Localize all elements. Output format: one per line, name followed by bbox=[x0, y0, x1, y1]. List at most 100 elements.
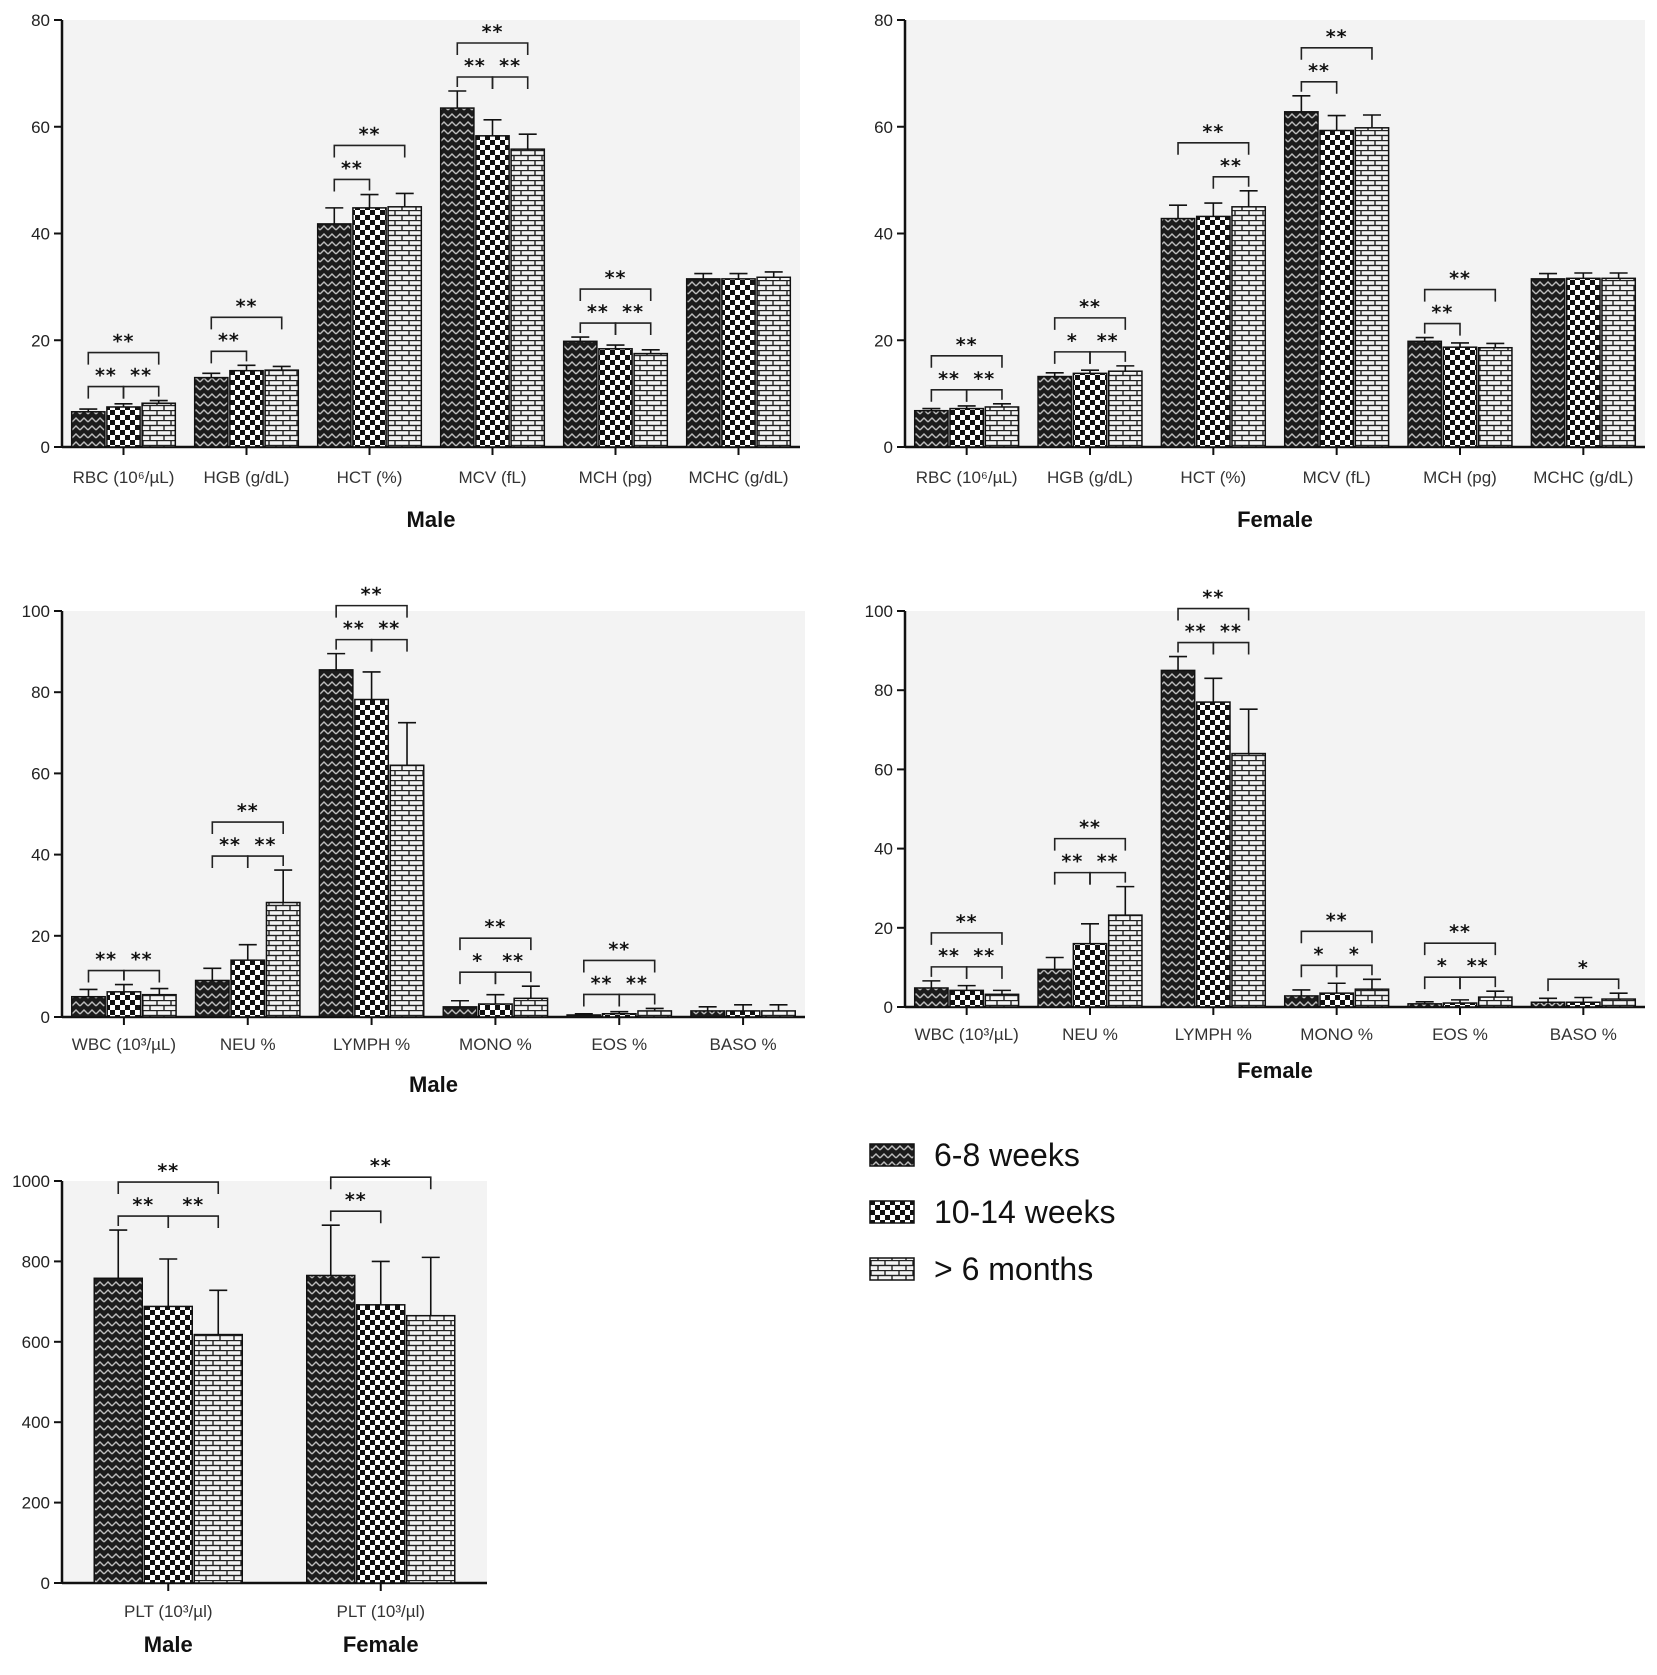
bar-3 bbox=[1601, 998, 1637, 1008]
y-tick-label: 60 bbox=[31, 764, 50, 783]
significance-label: ** bbox=[1202, 121, 1224, 143]
chart-panel-2: 0 20 40 60 80 RBC (10⁶/µL) HGB (g/dL) HCT (%) MC… bbox=[874, 11, 1645, 532]
significance-bracket bbox=[1089, 871, 1127, 885]
y-tick-label: 20 bbox=[31, 927, 50, 946]
x-tick-label: MCH (pg) bbox=[1423, 468, 1497, 487]
y-tick-label: 40 bbox=[31, 225, 50, 244]
significance-bracket bbox=[370, 638, 408, 652]
significance-bracket bbox=[335, 604, 408, 618]
significance-bracket bbox=[210, 316, 283, 330]
y-tick-label: 40 bbox=[31, 846, 50, 865]
bar-3 bbox=[1231, 752, 1267, 1008]
significance-label: ** bbox=[464, 55, 486, 77]
y-tick-label: 0 bbox=[41, 438, 50, 457]
bar-2 bbox=[475, 135, 510, 448]
significance-bracket bbox=[123, 969, 161, 983]
y-tick-label: 200 bbox=[22, 1494, 50, 1513]
bar-2 bbox=[598, 348, 633, 448]
significance-label: ** bbox=[1326, 26, 1348, 48]
bar-3 bbox=[1231, 206, 1267, 448]
y-tick-label: 100 bbox=[22, 602, 50, 621]
bar-1 bbox=[1283, 111, 1319, 448]
significance-label: ** bbox=[236, 295, 258, 317]
bar-2 bbox=[1442, 346, 1478, 448]
x-tick-label: HGB (g/dL) bbox=[204, 468, 290, 487]
y-tick-label: 1000 bbox=[12, 1172, 50, 1191]
plot-area bbox=[62, 20, 800, 447]
bar-1 bbox=[1407, 1003, 1443, 1008]
bar-3 bbox=[387, 206, 423, 448]
significance-bracket bbox=[1335, 964, 1373, 978]
significance-label: ** bbox=[1185, 621, 1207, 643]
significance-label: ** bbox=[157, 1160, 179, 1182]
x-tick-label: HCT (%) bbox=[337, 468, 403, 487]
x-tick-label: LYMPH % bbox=[1175, 1025, 1252, 1044]
y-tick-label: 20 bbox=[874, 919, 893, 938]
significance-label: ** bbox=[502, 950, 524, 972]
significance-label: ** bbox=[1308, 60, 1330, 82]
significance-label: ** bbox=[1326, 909, 1348, 931]
bar-3 bbox=[141, 993, 177, 1018]
significance-label: ** bbox=[499, 55, 521, 77]
x-tick-label: LYMPH % bbox=[333, 1035, 410, 1054]
chart-panel-3: 0 20 40 60 80 100 WBC (10³/µL) NEU % LYMPH % MONO… bbox=[22, 584, 805, 1097]
bar-2 bbox=[1072, 942, 1108, 1008]
bar-2 bbox=[949, 407, 985, 448]
significance-bracket bbox=[579, 288, 652, 302]
y-tick-label: 80 bbox=[874, 681, 893, 700]
significance-label: ** bbox=[622, 301, 644, 323]
legend: 6-8 weeks 10-14 weeks > 6 months bbox=[869, 1137, 1115, 1287]
significance-bracket bbox=[210, 350, 248, 364]
y-tick-label: 40 bbox=[874, 840, 893, 859]
bar-1 bbox=[1160, 669, 1196, 1008]
bar-3 bbox=[264, 369, 300, 448]
chart-panel-5: 0 200 400 600 800 1000 PLT (10³/µl) Male PLT (10… bbox=[12, 1155, 487, 1657]
bar-3 bbox=[513, 997, 549, 1018]
significance-label: ** bbox=[113, 331, 135, 353]
significance-bracket bbox=[211, 821, 284, 835]
bar-2 bbox=[949, 989, 985, 1008]
bar-3 bbox=[406, 1314, 456, 1584]
significance-label: ** bbox=[95, 365, 117, 387]
x-axis-title: Male bbox=[407, 507, 456, 532]
y-tick-label: 20 bbox=[31, 331, 50, 350]
x-tick-label: PLT (10³/µl) bbox=[124, 1602, 213, 1621]
significance-label: ** bbox=[359, 123, 381, 145]
significance-bracket bbox=[246, 855, 284, 869]
significance-label: ** bbox=[1079, 296, 1101, 318]
bar-2 bbox=[1195, 215, 1231, 448]
x-tick-label: HCT (%) bbox=[1180, 468, 1246, 487]
x-tick-label: HGB (g/dL) bbox=[1047, 468, 1133, 487]
bar-2 bbox=[106, 991, 142, 1018]
plot-area bbox=[905, 611, 1645, 1007]
significance-label: ** bbox=[1061, 851, 1083, 873]
bar-2 bbox=[725, 1010, 761, 1018]
significance-label: ** bbox=[1220, 155, 1242, 177]
significance-bracket bbox=[1423, 288, 1497, 302]
bar-3 bbox=[761, 1010, 796, 1018]
significance-bracket bbox=[1177, 142, 1250, 155]
significance-label: ** bbox=[219, 834, 241, 856]
bar-3 bbox=[1354, 988, 1390, 1008]
bar-2 bbox=[354, 698, 390, 1018]
significance-bracket bbox=[614, 322, 652, 336]
legend-item: > 6 months bbox=[869, 1251, 1093, 1287]
bar-1 bbox=[685, 278, 721, 448]
bar-1 bbox=[306, 1274, 356, 1584]
x-tick-label: MCHC (g/dL) bbox=[688, 468, 788, 487]
significance-bracket bbox=[1053, 837, 1127, 851]
significance-label: ** bbox=[378, 618, 400, 640]
x-tick-label: NEU % bbox=[220, 1035, 276, 1054]
significance-label: ** bbox=[343, 618, 365, 640]
chart-panel-4: 0 20 40 60 80 100 WBC (10³/µL) NEU % LYMPH % MONO… bbox=[865, 587, 1645, 1083]
significance-bracket bbox=[333, 178, 371, 192]
bar-3 bbox=[193, 1333, 243, 1584]
significance-bracket bbox=[1423, 942, 1497, 956]
bar-1 bbox=[442, 1006, 478, 1018]
significance-bracket bbox=[618, 993, 656, 1007]
bar-3 bbox=[637, 1010, 673, 1018]
y-tick-label: 400 bbox=[22, 1413, 50, 1432]
significance-bracket bbox=[117, 1181, 220, 1195]
significance-label: * bbox=[1349, 943, 1360, 965]
